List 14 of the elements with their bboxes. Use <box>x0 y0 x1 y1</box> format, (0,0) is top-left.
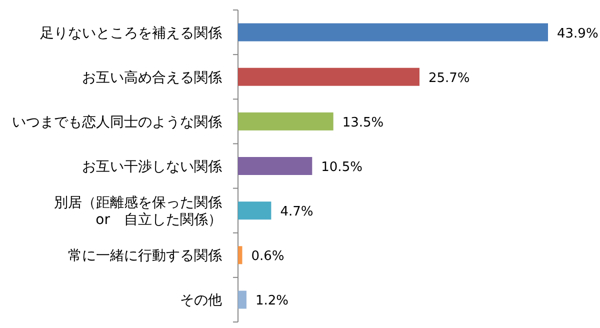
data-label: 1.2% <box>255 294 288 309</box>
data-label: 43.9% <box>557 26 598 42</box>
data-label: 13.5% <box>342 115 384 130</box>
category-label: その他 <box>180 292 222 309</box>
category-label: お互い高め合える関係 <box>82 70 222 86</box>
data-label: 25.7% <box>428 70 470 86</box>
data-label: 4.7% <box>280 204 314 220</box>
data-label: 0.6% <box>251 249 284 264</box>
category-label: いつまでも恋人同士のような関係 <box>12 114 222 130</box>
category-label: 常に一緒に行動する関係 <box>68 248 222 264</box>
category-label: 足りないところを補える関係 <box>40 25 222 42</box>
category-label: 別居（距離感を保った関係 or 自立した関係） <box>54 195 222 228</box>
data-label: 10.5% <box>321 160 362 175</box>
category-label: お互い干渉しない関係 <box>82 159 222 175</box>
